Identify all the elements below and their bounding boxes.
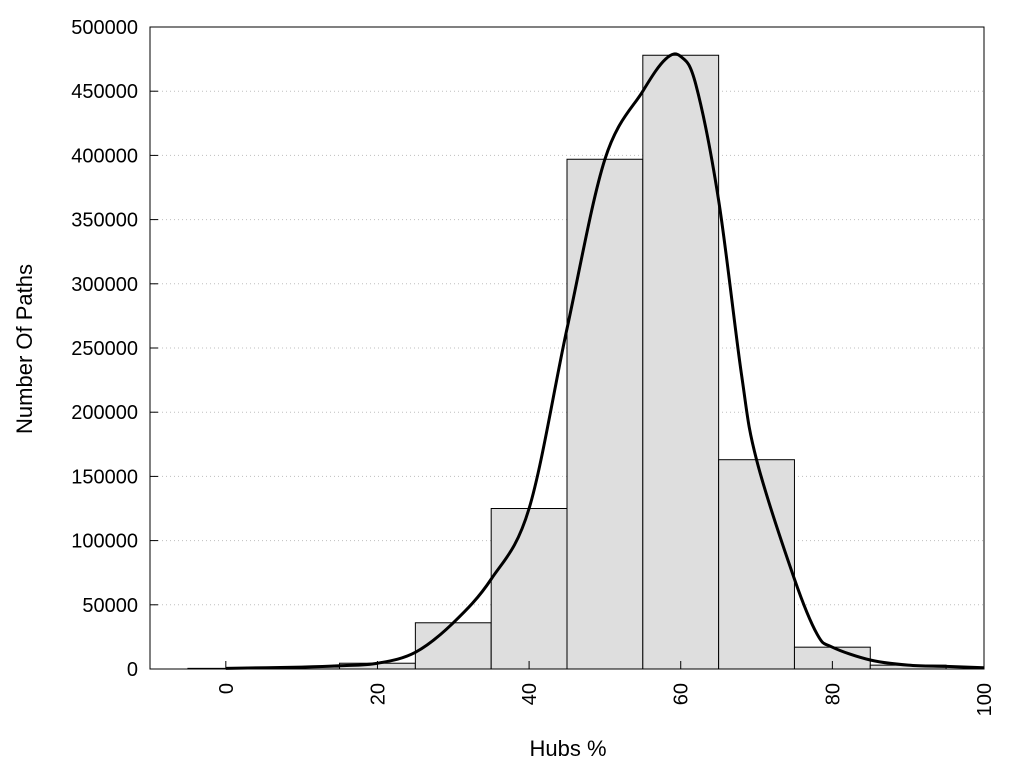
x-tick-label: 40 [519,683,541,705]
x-tick-label: 0 [216,683,238,694]
y-tick-label: 200000 [71,402,138,424]
x-tick-label: 20 [367,683,389,705]
bar [566,158,644,670]
x-axis-label: Hubs % [529,736,606,761]
x-axis: 0 20 40 60 80 100 [216,661,996,716]
x-tick-label: 80 [822,683,844,705]
x-tick-label: 100 [974,683,996,716]
bar [718,459,795,670]
y-axis-label: Number Of Paths [12,264,37,434]
bar [490,508,568,670]
y-tick-label: 450000 [71,81,138,103]
bars [187,54,947,670]
y-tick-label: 350000 [71,210,138,232]
density-curve [225,52,985,670]
x-tick-label: 60 [671,683,693,705]
y-tick-label: 500000 [71,17,138,39]
y-tick-label: 250000 [71,338,138,360]
y-axis: 0 50000 100000 150000 200000 250000 300000 3500… [71,17,158,681]
y-tick-label: 400000 [71,145,138,167]
y-tick-label: 300000 [71,274,138,296]
y-tick-label: 50000 [82,595,138,617]
y-tick-label: 150000 [71,466,138,488]
y-tick-label: 0 [127,659,138,681]
y-tick-label: 100000 [71,531,138,553]
bar [642,54,720,670]
